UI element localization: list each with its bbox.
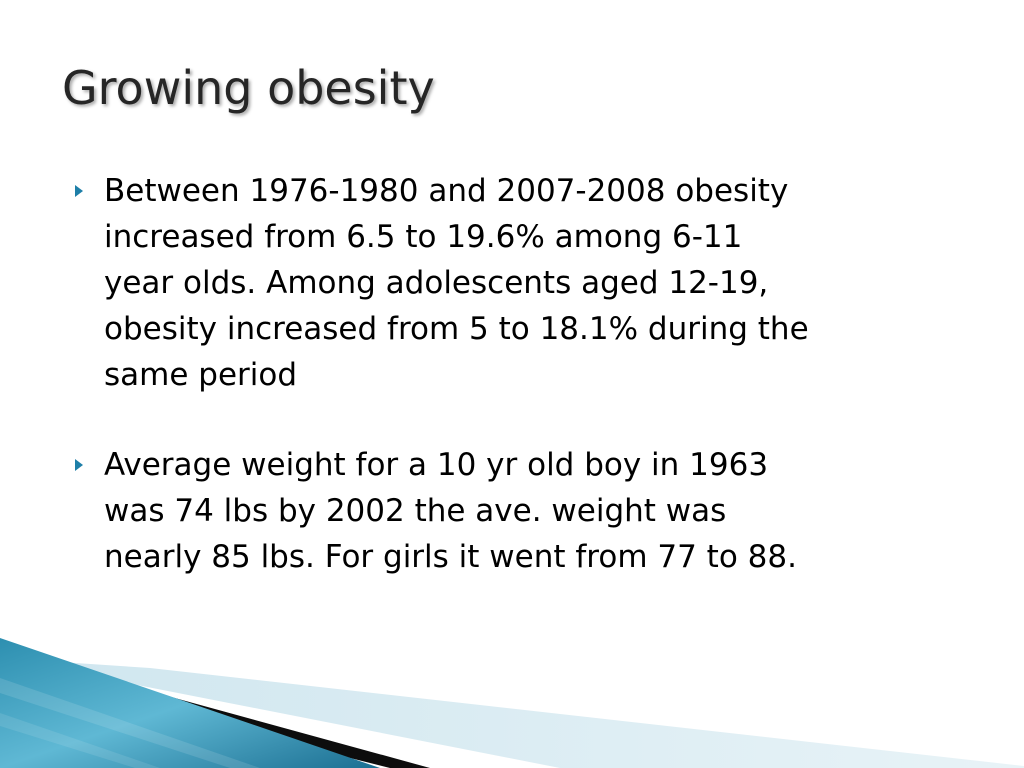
triangle-bullet-icon (75, 459, 83, 471)
bullet-text: Average weight for a 10 yr old boy in 19… (104, 447, 797, 575)
teal-wedge-shape (0, 638, 380, 768)
bullet-text: Between 1976-1980 and 2007-2008 obesity … (104, 173, 809, 393)
decorative-wave-footer (0, 638, 1024, 768)
pale-wedge-shape (0, 658, 1024, 768)
bullet-item: Between 1976-1980 and 2007-2008 obesity … (72, 168, 952, 398)
triangle-bullet-icon (75, 185, 83, 197)
bullet-item: Average weight for a 10 yr old boy in 19… (72, 442, 952, 580)
slide-title: Growing obesity (62, 61, 435, 115)
teal-stripe-shape (0, 713, 160, 768)
teal-stripe-shape (0, 678, 260, 768)
bullet-list: Between 1976-1980 and 2007-2008 obesity … (72, 168, 952, 624)
